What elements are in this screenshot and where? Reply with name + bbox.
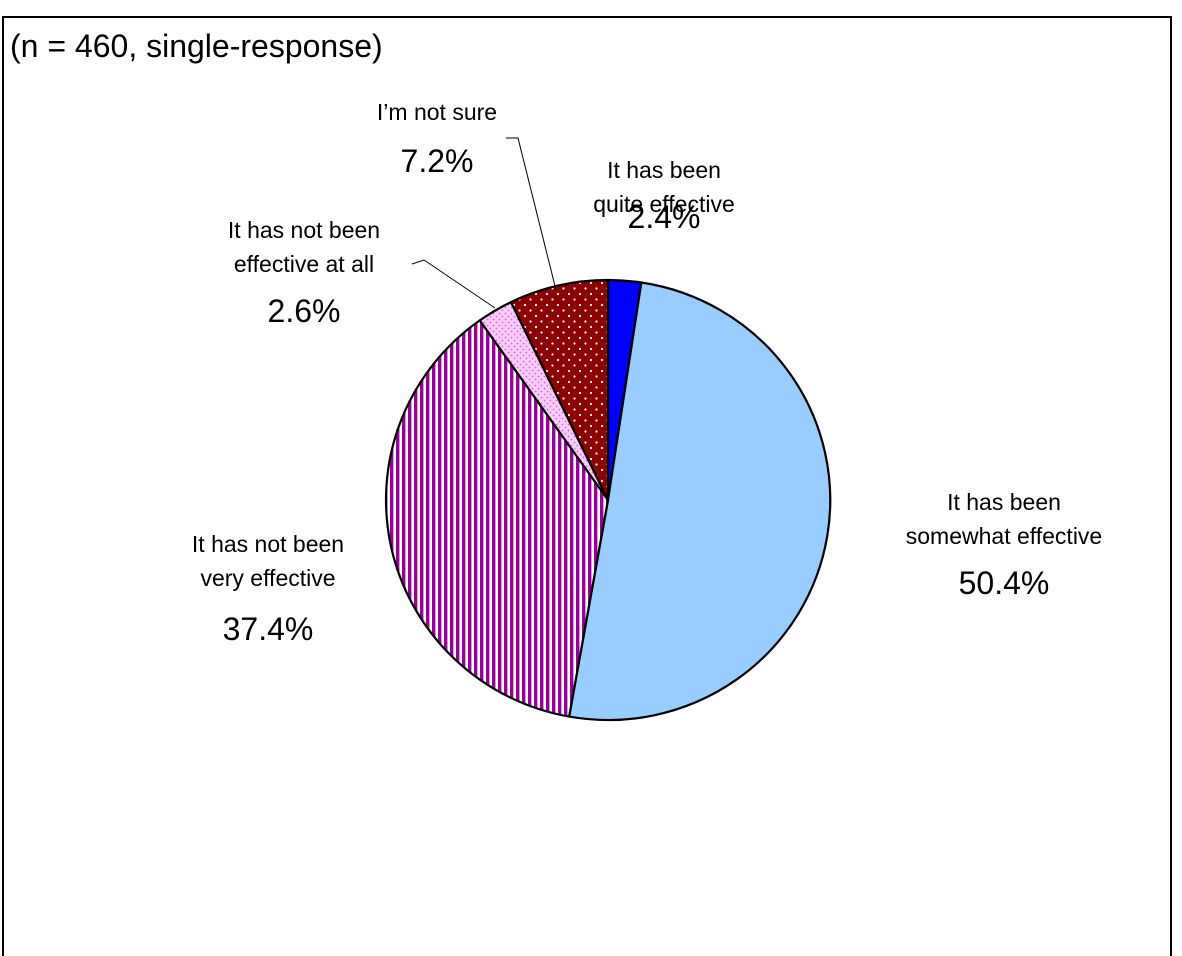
slice-percent-i-m-not-sure: 7.2% [401,143,474,179]
slice-percent-it-has-been-quite-effective: 2.4% [628,199,701,235]
slice-label-it-has-not-been-very-effective: It has not been very effective [192,531,344,591]
leader-line-it-has-not-been-effective-at-all [412,260,495,308]
slice-percent-it-has-not-been-very-effective: 37.4% [223,611,314,647]
slice-label-i-m-not-sure: I’m not sure [377,99,497,125]
slice-percent-it-has-not-been-effective-at-all: 2.6% [268,293,341,329]
slice-percent-it-has-been-somewhat-effective: 50.4% [959,565,1050,601]
slice-label-it-has-been-somewhat-effective: It has been somewhat effective [906,489,1102,549]
slice-label-it-has-not-been-effective-at-all: It has not been effective at all [228,217,380,277]
leader-line-i-m-not-sure [506,138,556,290]
